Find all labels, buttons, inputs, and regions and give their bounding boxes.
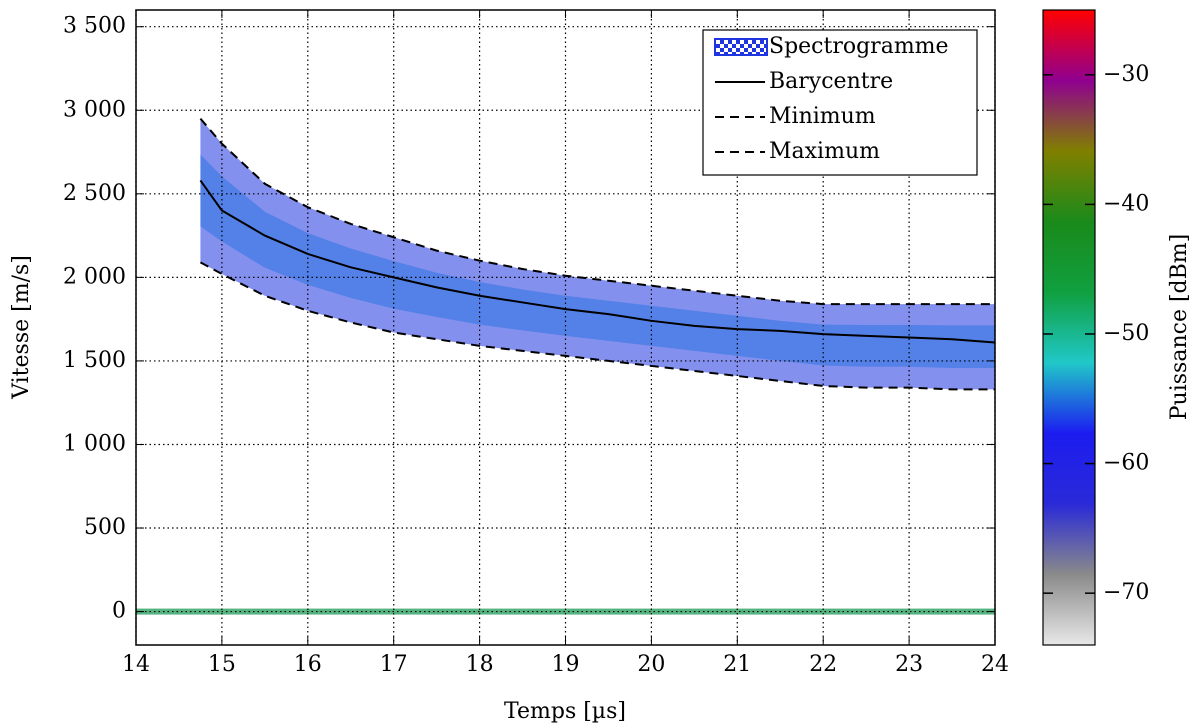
x-tick-label: 24	[981, 652, 1009, 677]
y-tick-label: 2 000	[63, 264, 126, 289]
legend-label: Minimum	[769, 104, 876, 129]
plot-frame	[135, 9, 996, 646]
legend-label: Spectrogramme	[769, 34, 949, 59]
x-tick-label: 16	[294, 652, 322, 677]
x-tick-label: 18	[466, 652, 494, 677]
y-tick-label: 3 500	[63, 14, 126, 39]
x-axis-label: Temps [µs]	[504, 699, 626, 724]
y-tick-label: 2 500	[63, 181, 126, 206]
legend-label: Barycentre	[769, 69, 893, 94]
y-tick-label: 0	[112, 599, 126, 624]
x-tick-label: 23	[895, 652, 923, 677]
colorbar-tick-label: −40	[1103, 191, 1149, 216]
y-tick-label: 1 500	[63, 348, 126, 373]
series-line	[199, 261, 995, 391]
x-tick-label: 19	[552, 652, 580, 677]
colorbar	[1042, 9, 1096, 646]
legend-label: Maximum	[769, 139, 880, 164]
zero-band	[136, 608, 995, 615]
y-axis-label: Vitesse [m/s]	[9, 255, 34, 400]
x-tick-label: 20	[637, 652, 665, 677]
y-tick-label: 1 000	[63, 431, 126, 456]
y-tick-label: 500	[84, 515, 126, 540]
colorbar-label: Puissance [dBm]	[1167, 234, 1192, 420]
colorbar-tick-label: −50	[1103, 321, 1149, 346]
legend-swatch	[714, 38, 768, 56]
x-tick-label: 22	[809, 652, 837, 677]
colorbar-tick-label: −30	[1103, 62, 1149, 87]
spectrogram-core	[200, 154, 996, 369]
spectrogram-band	[200, 118, 996, 390]
x-tick-label: 21	[723, 652, 751, 677]
series-line	[199, 179, 996, 344]
x-tick-label: 14	[122, 652, 150, 677]
x-tick-label: 17	[380, 652, 408, 677]
colorbar-tick-label: −60	[1103, 451, 1149, 476]
y-tick-label: 3 000	[63, 97, 126, 122]
x-tick-label: 15	[208, 652, 236, 677]
colorbar-tick-label: −70	[1103, 580, 1149, 605]
